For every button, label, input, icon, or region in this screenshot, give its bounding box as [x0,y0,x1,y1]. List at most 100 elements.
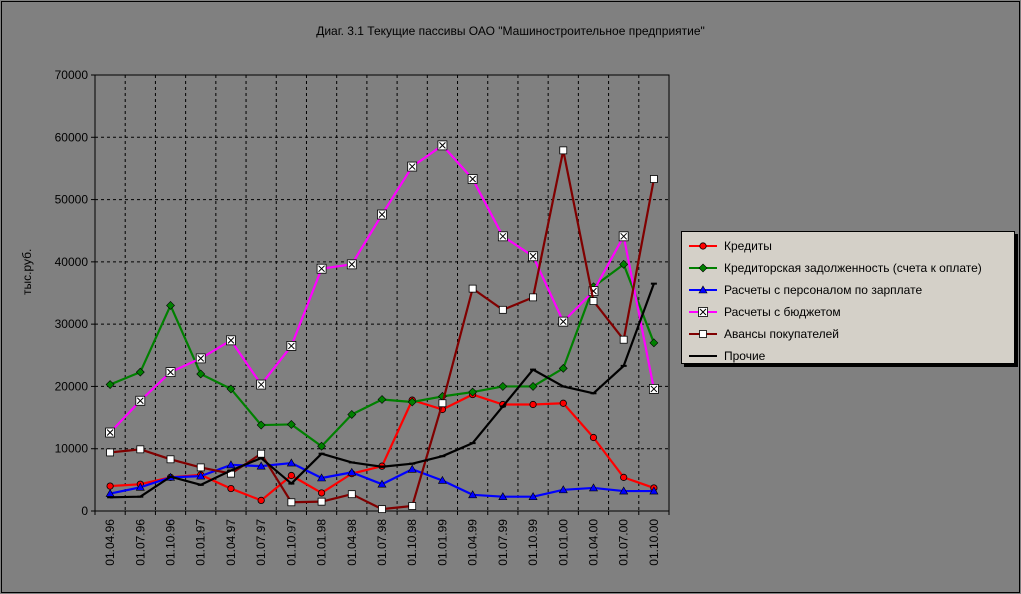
data-point-0-0 [106,482,114,490]
data-point-4-3 [196,463,205,472]
legend-marker [699,242,707,250]
data-point-1-9 [377,395,387,404]
x-tick-label: 01.01.99 [435,519,449,566]
data-point-1-7 [317,441,327,451]
data-point-4-18 [649,175,658,183]
data-point-1-0 [105,380,115,389]
data-point-0-14 [529,400,537,409]
data-point-3-7 [316,263,327,274]
legend-label: Авансы покупателей [724,327,839,341]
data-point-3-14 [528,251,538,262]
data-point-2-16 [588,483,598,492]
x-tick-label: 01.10.00 [647,519,661,566]
x-tick-label: 01.04.00 [586,519,600,566]
x-tick-label: 01.01.97 [194,519,208,566]
y-tick-label: 0 [81,504,88,518]
data-point-3-10 [407,161,418,172]
data-point-3-18 [648,384,659,394]
legend-marker [698,307,708,317]
legend-swatch [689,285,717,294]
data-point-3-0 [105,427,116,438]
data-point-3-6 [286,341,297,351]
legend-swatch [689,263,717,273]
data-point-2-13 [498,492,508,500]
legend-marker [698,285,708,294]
data-point-0-15 [559,399,567,407]
data-point-2-15 [558,485,568,494]
y-axis-label: тыс.руб. [20,248,34,295]
data-point-4-0 [106,448,115,457]
x-tick-label: 01.04.97 [224,519,238,566]
legend-item: Прочие [688,347,765,365]
data-point-1-18 [649,338,659,348]
x-tick-label: 01.10.99 [526,519,540,566]
x-tick-label: 01.01.98 [315,519,329,566]
legend-label: Кредиторская задолженность (счета к опла… [724,261,982,275]
data-point-4-9 [378,505,386,514]
data-point-4-8 [347,490,356,499]
x-tick-label: 01.07.96 [133,519,147,566]
data-point-0-17 [620,473,628,481]
data-point-2-3 [196,471,206,480]
data-point-4-2 [166,455,175,464]
data-point-0-6 [287,471,295,480]
data-point-2-5 [256,461,266,470]
x-tick-label: 01.07.98 [375,519,389,566]
legend-swatch [689,330,717,338]
data-point-3-13 [497,231,508,242]
data-point-2-7 [317,473,327,482]
data-point-3-11 [437,140,448,151]
data-point-4-11 [438,399,447,408]
plot-area [95,75,669,511]
legend-item: Расчеты с бюджетом [688,303,841,321]
x-tick-label: 01.07.99 [496,519,510,566]
data-point-2-8 [347,467,357,476]
data-point-0-7 [317,489,326,497]
data-point-2-1 [135,482,145,491]
data-point-3-5 [256,379,267,390]
legend-label: Расчеты с бюджетом [724,305,841,319]
x-tick-label: 01.10.96 [164,519,178,566]
legend-swatch [689,242,717,250]
y-tick-label: 40000 [55,255,89,269]
data-point-4-15 [559,146,568,155]
data-point-3-3 [195,353,206,364]
x-tick-label: 01.07.00 [617,519,631,566]
y-tick-label: 30000 [55,317,89,331]
data-point-4-5 [257,449,266,458]
legend-label: Прочие [724,349,766,363]
data-point-1-4 [226,384,236,394]
legend-swatch [689,355,717,357]
data-point-4-13 [498,305,507,314]
legend-marker [698,263,708,273]
data-point-2-6 [286,458,296,467]
legend-marker [699,330,707,338]
legend-item: Кредиторская задолженность (счета к опла… [688,259,982,277]
x-tick-label: 01.10.98 [405,519,419,566]
y-tick-label: 70000 [55,68,89,82]
data-point-1-14 [528,382,538,391]
data-point-3-8 [346,259,357,270]
data-point-4-17 [619,335,628,344]
data-point-2-9 [377,479,387,488]
legend-swatch [689,307,717,317]
data-point-3-17 [618,231,629,242]
x-tick-label: 01.04.98 [345,519,359,566]
data-point-4-12 [468,284,477,293]
data-point-2-11 [437,475,447,484]
data-point-4-10 [408,502,417,510]
x-tick-label: 01.07.97 [254,519,268,566]
data-point-1-17 [619,259,629,269]
data-point-4-14 [529,293,537,302]
data-point-3-9 [377,209,387,220]
data-point-1-1 [135,367,145,377]
legend-item: Кредиты [688,237,772,255]
data-point-4-1 [136,445,145,454]
x-tick-label: 01.01.00 [556,519,570,566]
legend-label: Расчеты с персоналом по зарплате [724,283,923,297]
chart-legend: Кредиты Кредиторская задолженность (счета… [681,231,1015,364]
data-point-4-6 [287,498,296,507]
data-point-2-4 [226,460,236,469]
data-point-3-2 [165,367,176,378]
